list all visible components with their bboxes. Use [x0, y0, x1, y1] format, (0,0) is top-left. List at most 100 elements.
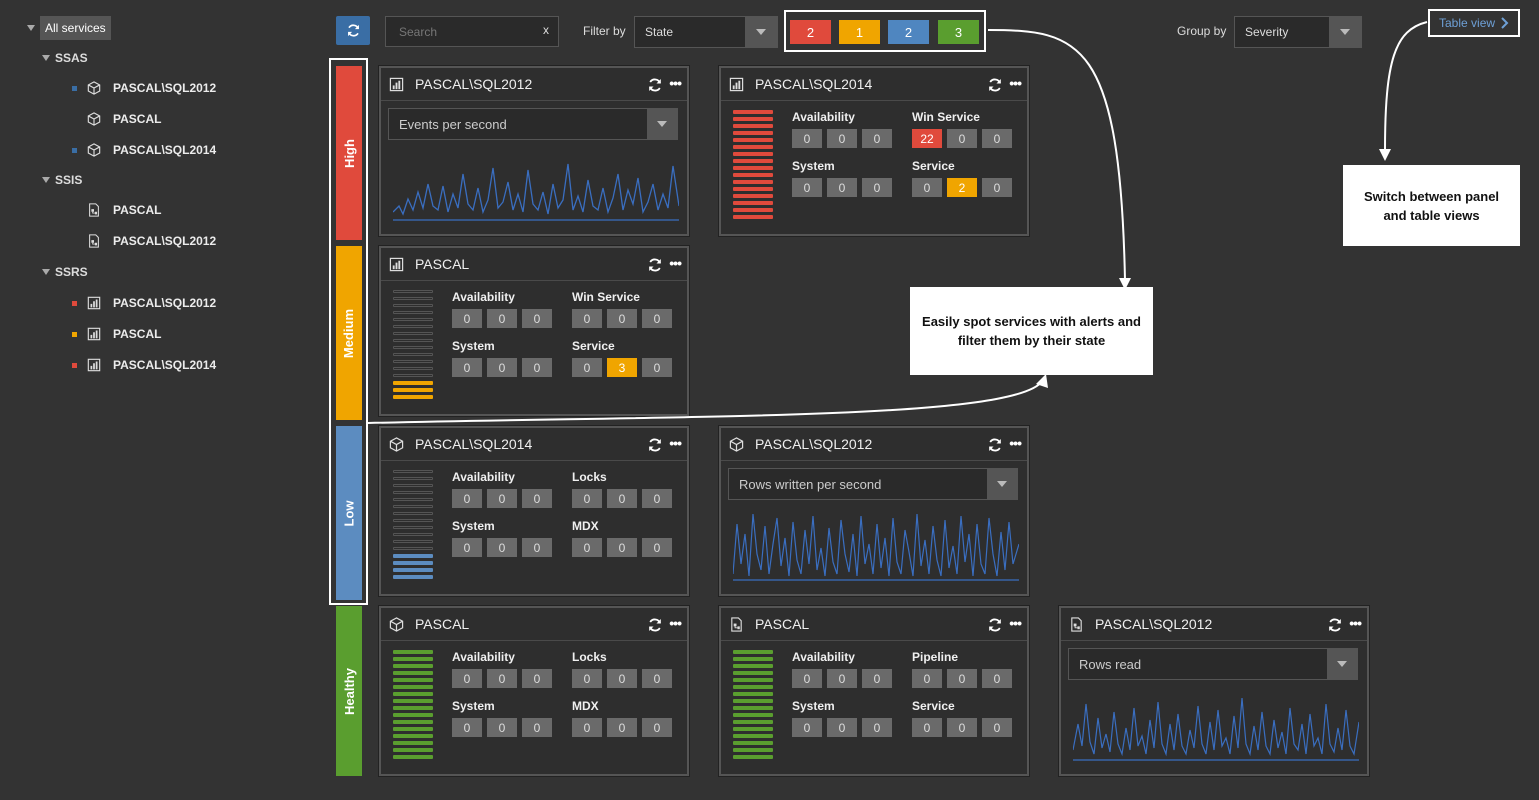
stat-value[interactable]: 0 [487, 538, 517, 557]
stat-value[interactable]: 0 [452, 489, 482, 508]
stat-value[interactable]: 0 [862, 129, 892, 148]
dropdown-button[interactable] [1327, 649, 1357, 679]
more-options-icon[interactable]: ••• [1009, 75, 1022, 91]
stat-value[interactable]: 0 [607, 489, 637, 508]
stat-value[interactable]: 0 [792, 669, 822, 688]
stat-value[interactable]: 0 [452, 718, 482, 737]
stat-value[interactable]: 0 [792, 178, 822, 197]
tree-item[interactable]: PASCAL\SQL2014 [72, 139, 216, 161]
tree-item[interactable]: PASCAL\SQL2014 [72, 354, 216, 376]
dropdown-button[interactable] [1329, 17, 1361, 47]
collapse-triangle-icon[interactable] [42, 55, 50, 61]
stat-value[interactable]: 0 [572, 309, 602, 328]
stat-value[interactable]: 0 [487, 358, 517, 377]
clear-search-button[interactable]: x [543, 23, 549, 37]
refresh-all-button[interactable] [336, 16, 370, 45]
stat-value[interactable]: 0 [947, 718, 977, 737]
stat-value[interactable]: 0 [982, 178, 1012, 197]
tree-group-ssis[interactable]: SSIS [42, 169, 82, 191]
stat-value[interactable]: 0 [572, 489, 602, 508]
stat-value[interactable]: 2 [947, 178, 977, 197]
refresh-icon[interactable] [647, 617, 663, 633]
stat-value[interactable]: 0 [827, 669, 857, 688]
refresh-icon[interactable] [987, 617, 1003, 633]
more-options-icon[interactable]: ••• [1349, 615, 1362, 631]
refresh-icon[interactable] [1327, 617, 1343, 633]
stat-value[interactable]: 0 [452, 669, 482, 688]
more-options-icon[interactable]: ••• [669, 255, 682, 271]
more-options-icon[interactable]: ••• [1009, 435, 1022, 451]
stat-value[interactable]: 0 [522, 669, 552, 688]
more-options-icon[interactable]: ••• [669, 435, 682, 451]
refresh-icon[interactable] [647, 257, 663, 273]
tree-root[interactable]: All services [27, 16, 111, 40]
stat-value[interactable]: 0 [642, 718, 672, 737]
state-filter-medium[interactable]: 1 [839, 20, 880, 44]
refresh-icon[interactable] [647, 437, 663, 453]
stat-value[interactable]: 0 [827, 129, 857, 148]
dropdown-button[interactable] [987, 469, 1017, 499]
stat-value[interactable]: 0 [452, 358, 482, 377]
stat-value[interactable]: 0 [947, 129, 977, 148]
stat-value[interactable]: 0 [452, 538, 482, 557]
tree-item[interactable]: PASCAL\SQL2012 [87, 230, 216, 252]
stat-value[interactable]: 0 [522, 538, 552, 557]
stat-value[interactable]: 0 [572, 358, 602, 377]
stat-value[interactable]: 0 [827, 178, 857, 197]
stat-value[interactable]: 0 [607, 718, 637, 737]
stat-value[interactable]: 0 [572, 718, 602, 737]
stat-value[interactable]: 0 [572, 538, 602, 557]
search-input[interactable] [386, 17, 536, 46]
stat-value[interactable]: 0 [487, 669, 517, 688]
tree-item[interactable]: PASCAL\SQL2012 [72, 292, 216, 314]
metric-select[interactable]: Rows written per second [728, 468, 1018, 500]
state-filter-high[interactable]: 2 [790, 20, 831, 44]
stat-value[interactable]: 0 [607, 309, 637, 328]
collapse-triangle-icon[interactable] [42, 269, 50, 275]
refresh-icon[interactable] [647, 77, 663, 93]
tree-group-ssas[interactable]: SSAS [42, 47, 88, 69]
more-options-icon[interactable]: ••• [1009, 615, 1022, 631]
stat-value[interactable]: 0 [982, 129, 1012, 148]
stat-value[interactable]: 0 [642, 538, 672, 557]
dropdown-button[interactable] [745, 17, 777, 47]
state-filter-healthy[interactable]: 3 [938, 20, 979, 44]
stat-value[interactable]: 0 [912, 178, 942, 197]
stat-value[interactable]: 0 [862, 669, 892, 688]
stat-value[interactable]: 0 [607, 669, 637, 688]
stat-value[interactable]: 0 [642, 358, 672, 377]
stat-value[interactable]: 0 [642, 669, 672, 688]
collapse-triangle-icon[interactable] [27, 25, 35, 31]
stat-value[interactable]: 3 [607, 358, 637, 377]
collapse-triangle-icon[interactable] [42, 177, 50, 183]
stat-value[interactable]: 0 [522, 489, 552, 508]
stat-value[interactable]: 0 [452, 309, 482, 328]
refresh-icon[interactable] [987, 77, 1003, 93]
tree-item[interactable]: PASCAL\SQL2012 [72, 77, 216, 99]
tree-item[interactable]: PASCAL [87, 199, 161, 221]
group-by-select[interactable]: Severity [1234, 16, 1362, 48]
stat-value[interactable]: 0 [912, 669, 942, 688]
stat-value[interactable]: 0 [487, 718, 517, 737]
stat-value[interactable]: 0 [792, 129, 822, 148]
stat-value[interactable]: 0 [982, 669, 1012, 688]
metric-select[interactable]: Events per second [388, 108, 678, 140]
stat-value[interactable]: 0 [487, 309, 517, 328]
stat-value[interactable]: 0 [982, 718, 1012, 737]
more-options-icon[interactable]: ••• [669, 615, 682, 631]
state-filter-low[interactable]: 2 [888, 20, 929, 44]
stat-value[interactable]: 0 [792, 718, 822, 737]
stat-value[interactable]: 0 [572, 669, 602, 688]
stat-value[interactable]: 0 [642, 309, 672, 328]
tree-group-ssrs[interactable]: SSRS [42, 261, 88, 283]
stat-value[interactable]: 0 [912, 718, 942, 737]
stat-value[interactable]: 0 [522, 718, 552, 737]
stat-value[interactable]: 0 [642, 489, 672, 508]
stat-value[interactable]: 0 [522, 358, 552, 377]
metric-select[interactable]: Rows read [1068, 648, 1358, 680]
tree-item[interactable]: PASCAL [72, 323, 161, 345]
dropdown-button[interactable] [647, 109, 677, 139]
stat-value[interactable]: 0 [947, 669, 977, 688]
table-view-toggle[interactable]: Table view [1428, 9, 1520, 37]
filter-select[interactable]: State [634, 16, 778, 48]
